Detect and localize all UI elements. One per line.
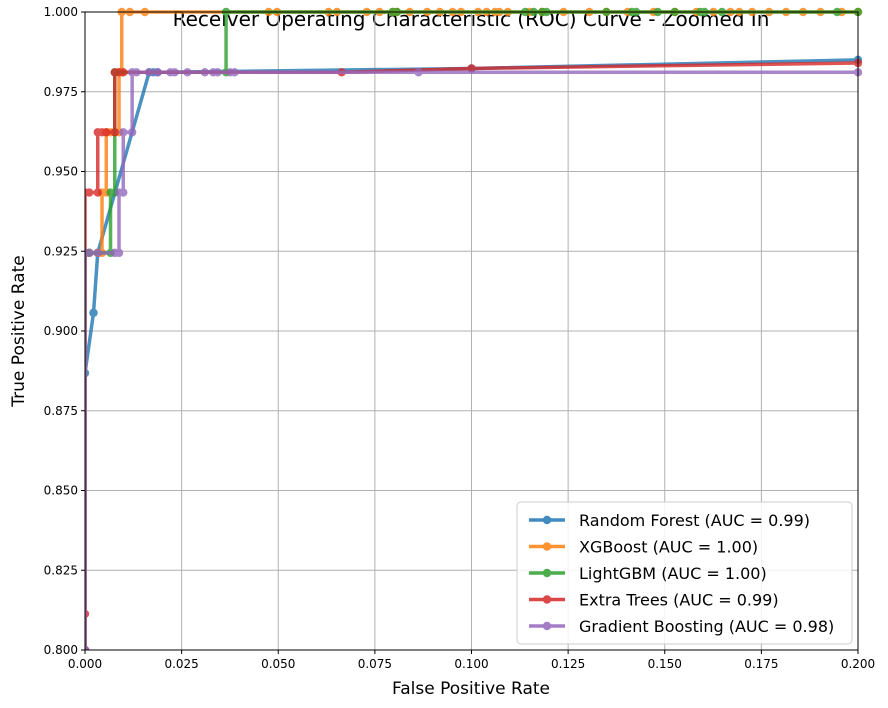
legend-label: Random Forest (AUC = 0.99): [579, 511, 810, 530]
y-axis-ticks: 0.800 0.825 0.850 0.875 0.900 0.925 0.950 0.975…: [44, 5, 85, 657]
data-point-gradient-boosting: [414, 68, 423, 77]
y-tick-label: 0.950: [44, 165, 78, 179]
legend-item: [529, 515, 565, 525]
data-point-gradient-boosting: [114, 248, 124, 258]
data-point-gradient-boosting: [127, 128, 137, 137]
legend-marker-swatch: [542, 595, 552, 604]
x-tick-label: 0.025: [164, 657, 198, 671]
legend-marker-swatch: [542, 542, 552, 551]
data-point-extra-trees: [110, 128, 119, 137]
data-point-gradient-boosting: [119, 128, 128, 137]
y-tick-label: 1.000: [44, 5, 78, 19]
y-tick-label: 0.925: [44, 244, 78, 258]
y-tick-label: 0.850: [44, 484, 78, 498]
x-tick-label: 0.125: [551, 657, 585, 671]
y-tick-label: 0.975: [44, 85, 78, 99]
legend-item: [529, 595, 565, 604]
data-point-gradient-boosting: [93, 248, 102, 258]
data-point-extra-trees: [85, 188, 94, 197]
data-point-gradient-boosting: [85, 645, 90, 650]
legend-marker-swatch: [542, 515, 552, 525]
data-point-gradient-boosting: [144, 68, 154, 77]
legend-marker-swatch: [542, 568, 552, 578]
y-tick-label: 0.900: [44, 324, 78, 338]
x-tick-label: 0.075: [358, 657, 392, 671]
y-axis-label: True Positive Rate: [9, 255, 29, 407]
data-point-extra-trees: [119, 68, 128, 77]
legend-label: Gradient Boosting (AUC = 0.98): [579, 617, 834, 636]
x-tick-label: 0.050: [261, 657, 295, 671]
data-point-gradient-boosting: [213, 68, 222, 77]
legend: Random Forest (AUC = 0.99) XGBoost (AUC =…: [516, 501, 853, 645]
x-axis-ticks: 0.000 0.025 0.050 0.075 0.100 0.125 0.150 0.175…: [68, 650, 875, 671]
x-tick-label: 0.150: [648, 657, 682, 671]
data-point-gradient-boosting: [200, 68, 210, 77]
x-tick-label: 0.200: [841, 657, 875, 671]
legend-label: XGBoost (AUC = 1.00): [579, 538, 758, 557]
data-point-random-forest: [89, 308, 98, 318]
legend-item: [529, 542, 565, 551]
x-tick-label: 0.175: [744, 657, 778, 671]
legend-label: LightGBM (AUC = 1.00): [579, 564, 767, 583]
x-axis-label: False Positive Rate: [392, 679, 550, 699]
legend-item: [529, 621, 565, 631]
data-point-gradient-boosting: [170, 68, 179, 77]
data-point-extra-trees: [102, 128, 111, 137]
series-gradient-boosting: [85, 68, 863, 650]
legend-label: Extra Trees (AUC = 0.99): [579, 591, 779, 610]
x-tick-label: 0.000: [68, 657, 102, 671]
data-point-gradient-boosting: [119, 188, 128, 197]
data-point-gradient-boosting: [85, 248, 94, 258]
y-tick-label: 0.875: [44, 404, 78, 418]
data-point-gradient-boosting: [153, 68, 162, 77]
y-tick-label: 0.800: [44, 643, 78, 657]
data-point-extra-trees: [93, 188, 102, 197]
y-tick-label: 0.825: [44, 563, 78, 577]
data-point-gradient-boosting: [230, 68, 239, 77]
legend-marker-swatch: [542, 621, 552, 631]
legend-box: [516, 501, 853, 645]
data-point-gradient-boosting: [132, 68, 141, 77]
x-tick-label: 0.100: [454, 657, 488, 671]
legend-item: [529, 568, 565, 578]
data-point-gradient-boosting: [183, 68, 192, 77]
